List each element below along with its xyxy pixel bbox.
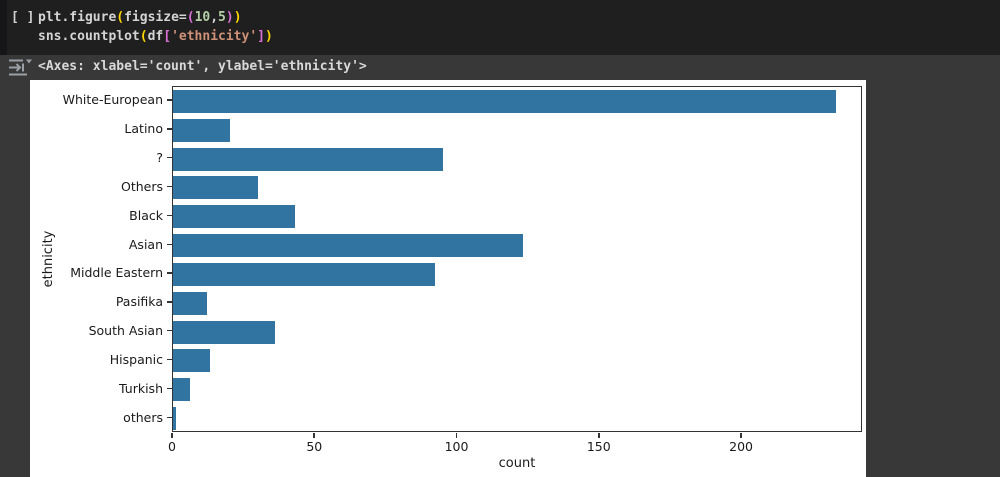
bar-Black [173, 205, 296, 229]
bar-others [173, 407, 176, 431]
code-token: , [210, 10, 219, 25]
code-line: sns.countplot(df['ethnicity']) [38, 27, 273, 46]
ytick-mark [167, 157, 172, 159]
ytick-label: Latino [124, 121, 163, 137]
code-token: ) [233, 10, 242, 25]
bar-Asian [173, 234, 523, 258]
bar-? [173, 147, 444, 171]
ytick-label: Hispanic [109, 351, 163, 367]
ytick-label: Asian [128, 236, 163, 252]
ytick-label: Middle Eastern [70, 265, 163, 281]
ytick-mark [167, 243, 172, 245]
code-token: ] [257, 29, 265, 44]
xtick-mark [740, 433, 742, 438]
chart-figure: ethnicity White-European Latino? Others Bla… [30, 80, 866, 477]
code-cell[interactable]: [ ] plt.figure(figsize=(10,5)) sns.countp… [0, 0, 1000, 55]
ytick-mark [167, 301, 172, 303]
code-token: sns.countplot [38, 29, 140, 44]
xtick-mark [598, 433, 600, 438]
xtick-mark [313, 433, 316, 438]
code-token: [ [163, 29, 172, 44]
xtick-mark [171, 433, 173, 438]
ytick-mark [167, 99, 172, 101]
ytick-label: ? [156, 150, 163, 166]
ytick-mark [167, 330, 172, 332]
code-token: ) [264, 29, 273, 44]
xtick-label: 100 [444, 439, 469, 454]
code-token: df [147, 29, 164, 44]
bar-Hispanic [173, 349, 210, 373]
bar-Middle Eastern [173, 262, 435, 286]
ytick-mark [167, 128, 172, 130]
ytick-label: Pasifika [115, 294, 163, 310]
xtick-label: 0 [168, 439, 176, 454]
bar-Turkish [173, 378, 191, 402]
bar-Pasifika [173, 291, 208, 315]
code-line: plt.figure(figsize=(10,5)) [38, 8, 273, 27]
run-cell-button[interactable]: [ ] [11, 10, 35, 25]
xtick-label: 150 [586, 439, 611, 454]
ytick-mark [167, 185, 172, 188]
x-axis-title: count [498, 456, 536, 471]
code-editor[interactable]: plt.figure(figsize=(10,5)) sns.countplot(… [38, 8, 273, 46]
ytick-mark [167, 387, 172, 390]
ytick-label: South Asian [88, 323, 163, 339]
code-token: ( [139, 29, 148, 44]
ytick-label: Others [120, 178, 163, 194]
code-token: ( [116, 10, 125, 25]
ytick-label: others [123, 409, 163, 425]
code-token: 'ethnicity' [171, 29, 258, 44]
code-token: 5 [218, 10, 226, 25]
bar-Latino [173, 118, 230, 142]
code-token: ( [186, 10, 195, 25]
cell-gutter [0, 0, 7, 55]
ytick-label: Turkish [119, 380, 163, 396]
xtick-label: 200 [729, 439, 753, 454]
code-token: figsize= [124, 10, 187, 25]
xtick-mark [455, 433, 458, 438]
output-options-icon[interactable] [8, 58, 32, 77]
bar-South Asian [173, 320, 276, 344]
ytick-label: White-European [62, 92, 163, 108]
ytick-mark [167, 358, 172, 361]
code-token: ) [225, 10, 234, 25]
ytick-label: Black [129, 207, 163, 223]
bar-Others [173, 176, 259, 200]
plot-area [172, 86, 862, 432]
ytick-mark [167, 416, 172, 418]
code-token: plt.figure [38, 10, 117, 25]
cell-output-row: <Axes: xlabel='count', ylabel='ethnicity… [0, 55, 1000, 80]
repr-output-text: <Axes: xlabel='count', ylabel='ethnicity… [38, 59, 367, 74]
bar-White-European [173, 89, 836, 113]
xtick-label: 50 [306, 439, 323, 454]
ytick-mark [167, 272, 172, 274]
ytick-mark [167, 214, 172, 217]
code-token: 10 [194, 10, 211, 25]
